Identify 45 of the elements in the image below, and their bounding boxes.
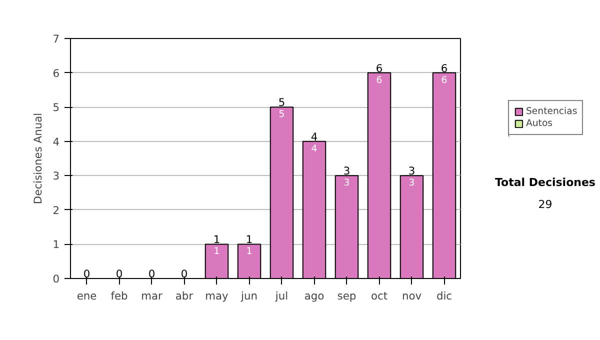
x-tick-label: nov [402, 290, 422, 302]
total-label: 1 [246, 233, 253, 246]
y-tick-label: 4 [52, 135, 60, 148]
x-tick-label: abr [175, 290, 194, 302]
text: Total Decisiones [495, 175, 596, 191]
y-tick-label: 6 [52, 66, 60, 80]
data-label: 3 [408, 178, 415, 189]
x-tick-label: ago [304, 290, 324, 302]
total-label: 3 [343, 164, 350, 178]
total-label: 0 [83, 268, 90, 280]
data-label: 3 [344, 178, 350, 189]
y-tick-label: 3 [52, 170, 60, 183]
y-tick-label: 2 [52, 204, 60, 217]
y-tick-label: 1 [52, 238, 60, 252]
x-tick-label: may [205, 290, 228, 302]
total-label: 0 [148, 268, 156, 280]
total-label: 6 [440, 62, 448, 75]
total-label: 4 [310, 130, 318, 144]
data-label: 6 [441, 74, 448, 86]
data-label: 6 [376, 74, 382, 86]
total-label: 1 [213, 233, 220, 246]
data-label: 5 [278, 109, 285, 120]
x-tick-label: mar [141, 290, 164, 302]
total-label: 6 [376, 62, 383, 75]
x-tick-label: jun [240, 290, 258, 302]
total-label: 0 [180, 268, 188, 280]
x-tick-label: sep [337, 290, 356, 302]
y-axis-title: Decisiones Anual [32, 112, 45, 204]
x-tick-label: jul [274, 290, 288, 302]
text: 29 [537, 196, 554, 212]
y-tick-label: 5 [52, 101, 60, 114]
total-label: 0 [116, 268, 123, 280]
x-tick-label: feb [110, 290, 128, 302]
data-label: 1 [214, 246, 220, 258]
total-label: 3 [408, 164, 416, 178]
legend-label: Autos [526, 118, 553, 129]
y-tick-label: 0 [52, 272, 60, 286]
data-label: 4 [311, 143, 318, 154]
x-tick-label: dic [436, 290, 452, 302]
legend-label: Sentencias [526, 106, 578, 117]
x-tick-label: ene [76, 290, 97, 302]
x-tick-label: oct [370, 290, 388, 302]
total-label: 5 [278, 96, 286, 110]
y-tick-label: 7 [52, 32, 60, 46]
data-label: 1 [246, 246, 252, 258]
